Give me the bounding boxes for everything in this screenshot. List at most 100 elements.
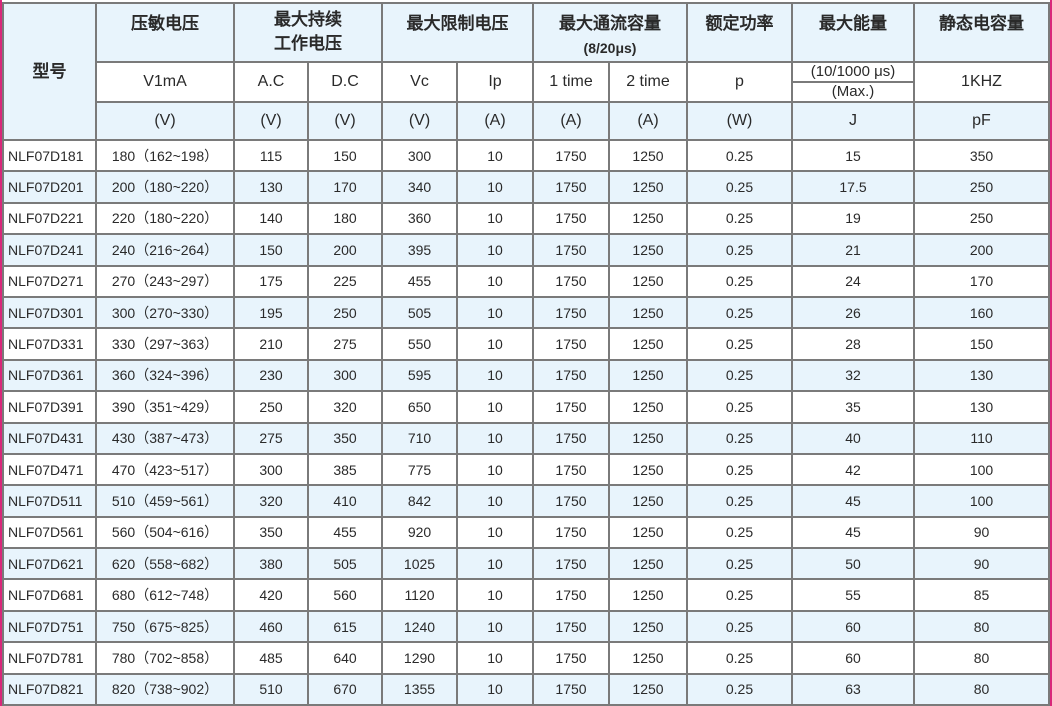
cell-clamp-voltage: 775 <box>381 452 458 487</box>
cell-clamp-voltage: 300 <box>381 138 458 173</box>
sub-energy-max: (Max.) <box>831 83 875 100</box>
cell-clamp-voltage: 395 <box>381 233 458 267</box>
cell-ac-voltage: 380 <box>233 547 309 581</box>
sub-ip: Ip <box>456 61 534 103</box>
cell-surge-2-time: 1250 <box>608 484 688 518</box>
cell-max-energy: 21 <box>791 233 915 267</box>
cell-peak-current: 10 <box>456 641 534 675</box>
cell-dc-voltage: 320 <box>307 390 383 424</box>
table-row: NLF07D431 430（387~473） 275 350 710 10 1750 1250… <box>2 421 1050 455</box>
cell-model: NLF07D181 <box>2 138 97 173</box>
cell-surge-1-time: 1750 <box>532 452 610 487</box>
cell-clamp-voltage: 842 <box>381 484 458 518</box>
cell-peak-current: 10 <box>456 609 534 644</box>
cell-max-energy: 45 <box>791 515 915 550</box>
cell-ac-voltage: 195 <box>233 295 309 330</box>
cell-model: NLF07D681 <box>2 578 97 612</box>
cell-dc-voltage: 200 <box>307 233 383 267</box>
header-capacitance: 静态电容量 <box>913 2 1050 63</box>
table-row: NLF07D241 240（216~264） 150 200 395 10 1750 1250… <box>2 233 1050 267</box>
cell-max-energy: 28 <box>791 327 915 361</box>
table-row: NLF07D221 220（180~220） 140 180 360 10 1750 1250… <box>2 201 1050 236</box>
cell-rated-power: 0.25 <box>686 233 793 267</box>
unit: (V) <box>307 101 383 141</box>
cell-dc-voltage: 670 <box>307 672 383 706</box>
cell-surge-2-time: 1250 <box>608 327 688 361</box>
cell-capacitance: 160 <box>913 295 1050 330</box>
cell-rated-power: 0.25 <box>686 138 793 173</box>
sub-1khz: 1KHZ <box>913 61 1050 103</box>
cell-clamp-voltage: 505 <box>381 295 458 330</box>
cell-surge-1-time: 1750 <box>532 641 610 675</box>
cell-rated-power: 0.25 <box>686 264 793 298</box>
cell-model: NLF07D221 <box>2 201 97 236</box>
sub-energy: (10/1000 μs) (Max.) <box>791 61 915 103</box>
cell-surge-2-time: 1250 <box>608 233 688 267</box>
cell-varistor-voltage: 780（702~858） <box>95 641 235 675</box>
unit: (W) <box>686 101 793 141</box>
sub-2-time: 2 time <box>608 61 688 103</box>
cell-surge-1-time: 1750 <box>532 578 610 612</box>
cell-surge-2-time: 1250 <box>608 609 688 644</box>
cell-peak-current: 10 <box>456 138 534 173</box>
table-row: NLF07D201 200（180~220） 130 170 340 10 1750 1250… <box>2 170 1050 204</box>
cell-dc-voltage: 385 <box>307 452 383 487</box>
cell-surge-1-time: 1750 <box>532 547 610 581</box>
cell-model: NLF07D391 <box>2 390 97 424</box>
cell-peak-current: 10 <box>456 672 534 706</box>
cell-dc-voltage: 180 <box>307 201 383 236</box>
cell-model: NLF07D301 <box>2 295 97 330</box>
cell-dc-voltage: 505 <box>307 547 383 581</box>
cell-varistor-voltage: 240（216~264） <box>95 233 235 267</box>
cell-varistor-voltage: 390（351~429） <box>95 390 235 424</box>
cell-surge-2-time: 1250 <box>608 578 688 612</box>
cell-dc-voltage: 560 <box>307 578 383 612</box>
cell-max-energy: 15 <box>791 138 915 173</box>
header-max-clamp-voltage: 最大限制电压 <box>381 2 534 63</box>
cell-max-energy: 60 <box>791 609 915 644</box>
cell-max-energy: 40 <box>791 421 915 455</box>
cell-dc-voltage: 350 <box>307 421 383 455</box>
cell-surge-2-time: 1250 <box>608 390 688 424</box>
cell-rated-power: 0.25 <box>686 170 793 204</box>
cell-capacitance: 80 <box>913 641 1050 675</box>
table-row: NLF07D181 180（162~198） 115 150 300 10 1750 1250… <box>2 138 1050 173</box>
cell-surge-2-time: 1250 <box>608 421 688 455</box>
sub-dc: D.C <box>307 61 383 103</box>
cell-rated-power: 0.25 <box>686 390 793 424</box>
cell-rated-power: 0.25 <box>686 515 793 550</box>
cell-surge-1-time: 1750 <box>532 233 610 267</box>
cell-capacitance: 80 <box>913 672 1050 706</box>
sub-vc: Vc <box>381 61 458 103</box>
header-max-surge-current-title: 最大通流容量 <box>559 14 661 33</box>
cell-peak-current: 10 <box>456 201 534 236</box>
cell-varistor-voltage: 510（459~561） <box>95 484 235 518</box>
cell-surge-2-time: 1250 <box>608 138 688 173</box>
cell-capacitance: 90 <box>913 515 1050 550</box>
cell-ac-voltage: 320 <box>233 484 309 518</box>
cell-dc-voltage: 300 <box>307 358 383 393</box>
cell-capacitance: 110 <box>913 421 1050 455</box>
cell-rated-power: 0.25 <box>686 421 793 455</box>
cell-ac-voltage: 115 <box>233 138 309 173</box>
unit: (V) <box>233 101 309 141</box>
cell-ac-voltage: 300 <box>233 452 309 487</box>
cell-peak-current: 10 <box>456 515 534 550</box>
cell-ac-voltage: 485 <box>233 641 309 675</box>
sub-v1ma: V1mA <box>95 61 235 103</box>
cell-surge-1-time: 1750 <box>532 515 610 550</box>
cell-peak-current: 10 <box>456 390 534 424</box>
cell-clamp-voltage: 1355 <box>381 672 458 706</box>
cell-peak-current: 10 <box>456 452 534 487</box>
cell-varistor-voltage: 360（324~396） <box>95 358 235 393</box>
cell-surge-1-time: 1750 <box>532 138 610 173</box>
cell-varistor-voltage: 750（675~825） <box>95 609 235 644</box>
cell-peak-current: 10 <box>456 484 534 518</box>
unit: (V) <box>381 101 458 141</box>
unit: (A) <box>608 101 688 141</box>
sub-energy-waveform: (10/1000 μs) <box>794 64 912 83</box>
table-row: NLF07D301 300（270~330） 195 250 505 10 1750 1250… <box>2 295 1050 330</box>
cell-varistor-voltage: 180（162~198） <box>95 138 235 173</box>
cell-clamp-voltage: 1290 <box>381 641 458 675</box>
header-max-surge-current: 最大通流容量 (8/20μs) <box>532 2 688 63</box>
